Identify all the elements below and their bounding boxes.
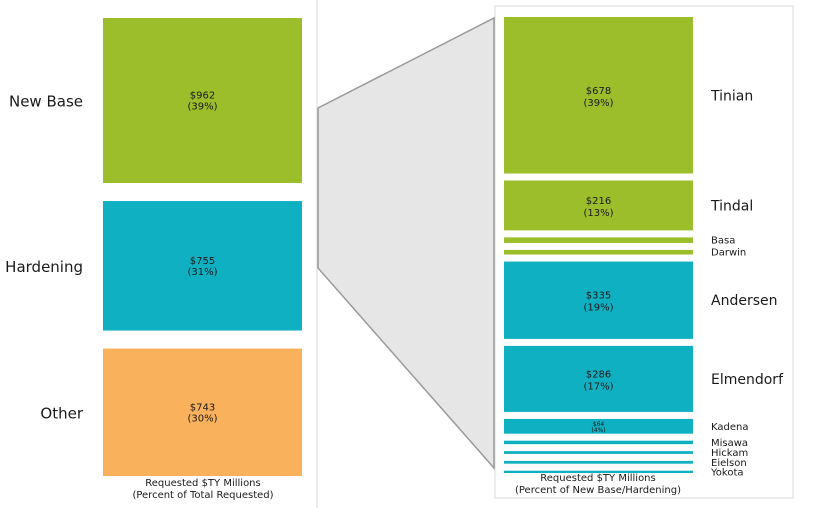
left-percent-label-new-base: (39%) bbox=[187, 102, 217, 113]
right-value-label-tindal: $216 bbox=[586, 196, 611, 207]
left-bar-hardening bbox=[103, 201, 302, 331]
left-category-other: Other bbox=[40, 404, 83, 422]
right-percent-label-elmendorf: (17%) bbox=[583, 381, 613, 392]
left-xlabel-line2: (Percent of Total Requested) bbox=[132, 490, 273, 501]
right-value-label-kadena: $64 bbox=[593, 421, 605, 428]
right-category-misawa: Misawa bbox=[711, 438, 748, 449]
right-category-basa: Basa bbox=[711, 236, 735, 247]
right-category-elmendorf: Elmendorf bbox=[711, 372, 784, 388]
left-bar-other bbox=[103, 348, 302, 476]
right-value-label-tinian: $678 bbox=[586, 86, 611, 97]
right-bar-yokota bbox=[504, 470, 693, 473]
left-value-label-hardening: $755 bbox=[190, 256, 215, 267]
right-value-label-elmendorf: $286 bbox=[586, 369, 611, 380]
right-percent-label-andersen: (19%) bbox=[583, 303, 613, 314]
right-bar-elmendorf bbox=[504, 345, 693, 412]
right-xlabel-line1: Requested $TY Millions bbox=[540, 473, 655, 484]
right-bar-eielson bbox=[504, 460, 693, 464]
right-category-andersen: Andersen bbox=[711, 293, 778, 309]
left-xlabel-line1: Requested $TY Millions bbox=[145, 478, 260, 489]
right-bar-basa bbox=[504, 237, 693, 243]
left-percent-label-other: (30%) bbox=[187, 413, 217, 424]
right-value-label-andersen: $335 bbox=[586, 291, 611, 302]
right-bar-misawa bbox=[504, 440, 693, 445]
left-value-label-other: $743 bbox=[190, 402, 215, 413]
right-bar-tinian bbox=[504, 17, 693, 174]
right-category-eielson: Eielson bbox=[711, 458, 747, 469]
right-category-darwin: Darwin bbox=[711, 248, 746, 259]
right-bar-andersen bbox=[504, 261, 693, 339]
right-category-kadena: Kadena bbox=[711, 422, 748, 433]
left-chart: $962(39%) New Base $755(31%) Hardening $743(… bbox=[5, 18, 302, 476]
right-percent-label-kadena: (4%) bbox=[591, 427, 605, 434]
left-percent-label-hardening: (31%) bbox=[187, 267, 217, 278]
left-category-new-base: New Base bbox=[9, 93, 83, 111]
left-bar-new-base bbox=[103, 18, 302, 184]
right-category-yokota: Yokota bbox=[710, 467, 744, 478]
left-value-label-new-base: $962 bbox=[190, 91, 215, 102]
right-percent-label-tinian: (39%) bbox=[583, 98, 613, 109]
right-bar-tindal bbox=[504, 180, 693, 231]
right-bar-kadena bbox=[504, 418, 693, 434]
right-panel-border bbox=[494, 5, 794, 499]
right-category-hickam: Hickam bbox=[711, 448, 748, 459]
right-category-tinian: Tinian bbox=[710, 88, 753, 104]
right-bar-darwin bbox=[504, 249, 693, 255]
zoom-connector bbox=[317, 16, 495, 470]
right-bar-hickam bbox=[504, 451, 693, 454]
left-category-hardening: Hardening bbox=[5, 258, 83, 276]
right-chart: $678(39%) Tinian $216(13%) Tindal BasaDarwin… bbox=[504, 17, 784, 478]
right-percent-label-tindal: (13%) bbox=[583, 208, 613, 219]
right-category-tindal: Tindal bbox=[710, 198, 753, 214]
right-xlabel-line2: (Percent of New Base/Hardening) bbox=[515, 485, 681, 496]
